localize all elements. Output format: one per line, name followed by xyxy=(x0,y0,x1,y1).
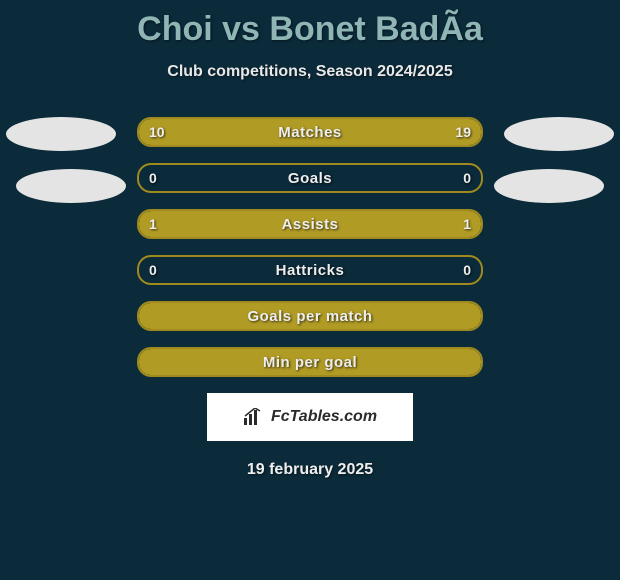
stat-row-assists: 11Assists xyxy=(137,209,483,239)
stats-area: 1019Matches 00Goals 11Assists 00Hattricks Go… xyxy=(0,117,620,377)
stat-row-matches: 1019Matches xyxy=(137,117,483,147)
chart-icon xyxy=(243,408,265,426)
stat-row-goals: 00Goals xyxy=(137,163,483,193)
stat-row-hattricks: 00Hattricks xyxy=(137,255,483,285)
logo-text: FcTables.com xyxy=(271,408,377,426)
date-label: 19 february 2025 xyxy=(0,461,620,479)
player-ellipse-left1 xyxy=(6,117,116,151)
stat-label: Goals xyxy=(139,165,481,191)
stat-row-goals-per-match: Goals per match xyxy=(137,301,483,331)
logo-box: FcTables.com xyxy=(207,393,413,441)
player-ellipse-right1 xyxy=(504,117,614,151)
logo: FcTables.com xyxy=(243,408,377,426)
player-ellipse-right2 xyxy=(494,169,604,203)
stat-row-min-per-goal: Min per goal xyxy=(137,347,483,377)
stat-label: Matches xyxy=(139,119,481,145)
stat-label: Min per goal xyxy=(139,349,481,375)
stat-label: Assists xyxy=(139,211,481,237)
page-title: Choi vs Bonet BadÃ­a xyxy=(0,0,620,49)
stat-label: Goals per match xyxy=(139,303,481,329)
page-subtitle: Club competitions, Season 2024/2025 xyxy=(0,63,620,81)
player-ellipse-left2 xyxy=(16,169,126,203)
stat-label: Hattricks xyxy=(139,257,481,283)
